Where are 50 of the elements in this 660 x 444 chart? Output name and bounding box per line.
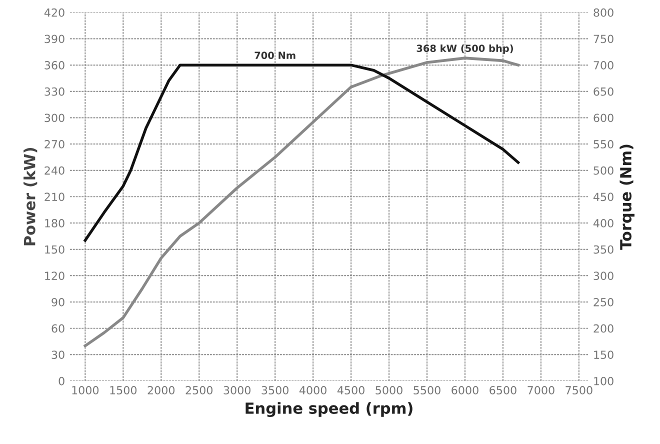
x-tick-label: 7500 (566, 386, 592, 394)
x-tick-label: 4500 (337, 386, 364, 394)
y-tick-label: 360 (44, 61, 64, 70)
y-tick-label: 60 (52, 324, 64, 333)
y-tick-label: 330 (44, 87, 64, 96)
line-series (84, 64, 520, 242)
x-axis-title: Engine speed (rpm) (246, 402, 412, 418)
y-tick-label: 180 (45, 218, 64, 228)
y-tick-label: 150 (45, 245, 64, 254)
y2-tick-label: 300 (594, 272, 614, 280)
x-tick-label: 6000 (452, 386, 478, 394)
y-tick-label: 30 (52, 350, 64, 360)
y2-tick-label: 100 (594, 376, 614, 386)
y-tick-label: 210 (44, 192, 64, 202)
x-tick-label: 2000 (148, 386, 175, 394)
x-tick-label: 3000 (224, 386, 250, 394)
y-tick-label: 120 (45, 272, 64, 280)
y-tick-label: 390 (44, 34, 64, 44)
y-tick-label: 240 (44, 166, 64, 175)
y2-tick-label: 700 (594, 61, 614, 70)
x-tick-label: 4000 (299, 386, 326, 394)
y2-tick-label: 600 (594, 114, 614, 122)
y2-tick-label: 200 (594, 324, 614, 333)
x-tick-label: 6500 (490, 386, 516, 394)
y-tick-label: 270 (44, 140, 64, 148)
x-tick-label: 1500 (110, 386, 137, 394)
y2-tick-label: 500 (594, 166, 614, 175)
x-tick-label: 2500 (186, 386, 213, 394)
x-tick-label: 1000 (72, 386, 99, 394)
x-tick-label: 3500 (262, 386, 288, 394)
y-tick-label: 420 (44, 8, 64, 17)
y2-tick-label: 650 (594, 87, 614, 96)
y2-tick-label: 250 (594, 298, 614, 306)
y2-tick-label: 450 (593, 192, 614, 202)
y-tick-label: 90 (52, 298, 64, 306)
y-axis-title: Power (kW) (24, 148, 38, 246)
y2-tick-label: 150 (594, 350, 614, 360)
y2-axis-title: Torque (Nm) (620, 144, 634, 250)
y2-tick-label: 800 (594, 8, 614, 17)
y2-tick-label: 350 (594, 245, 614, 254)
y-tick-label: 0 (58, 376, 64, 386)
x-tick-label: 5500 (414, 386, 440, 394)
y2-tick-label: 750 (594, 34, 614, 44)
x-tick-label: 7000 (528, 386, 554, 394)
annotation: 700 Nm (254, 52, 296, 60)
y2-tick-label: 400 (593, 218, 614, 228)
annotation: 368 kW (500 bhp) (416, 44, 513, 54)
y-tick-label: 300 (44, 114, 64, 122)
x-tick-label: 5000 (376, 386, 402, 394)
y2-tick-label: 550 (594, 140, 614, 148)
